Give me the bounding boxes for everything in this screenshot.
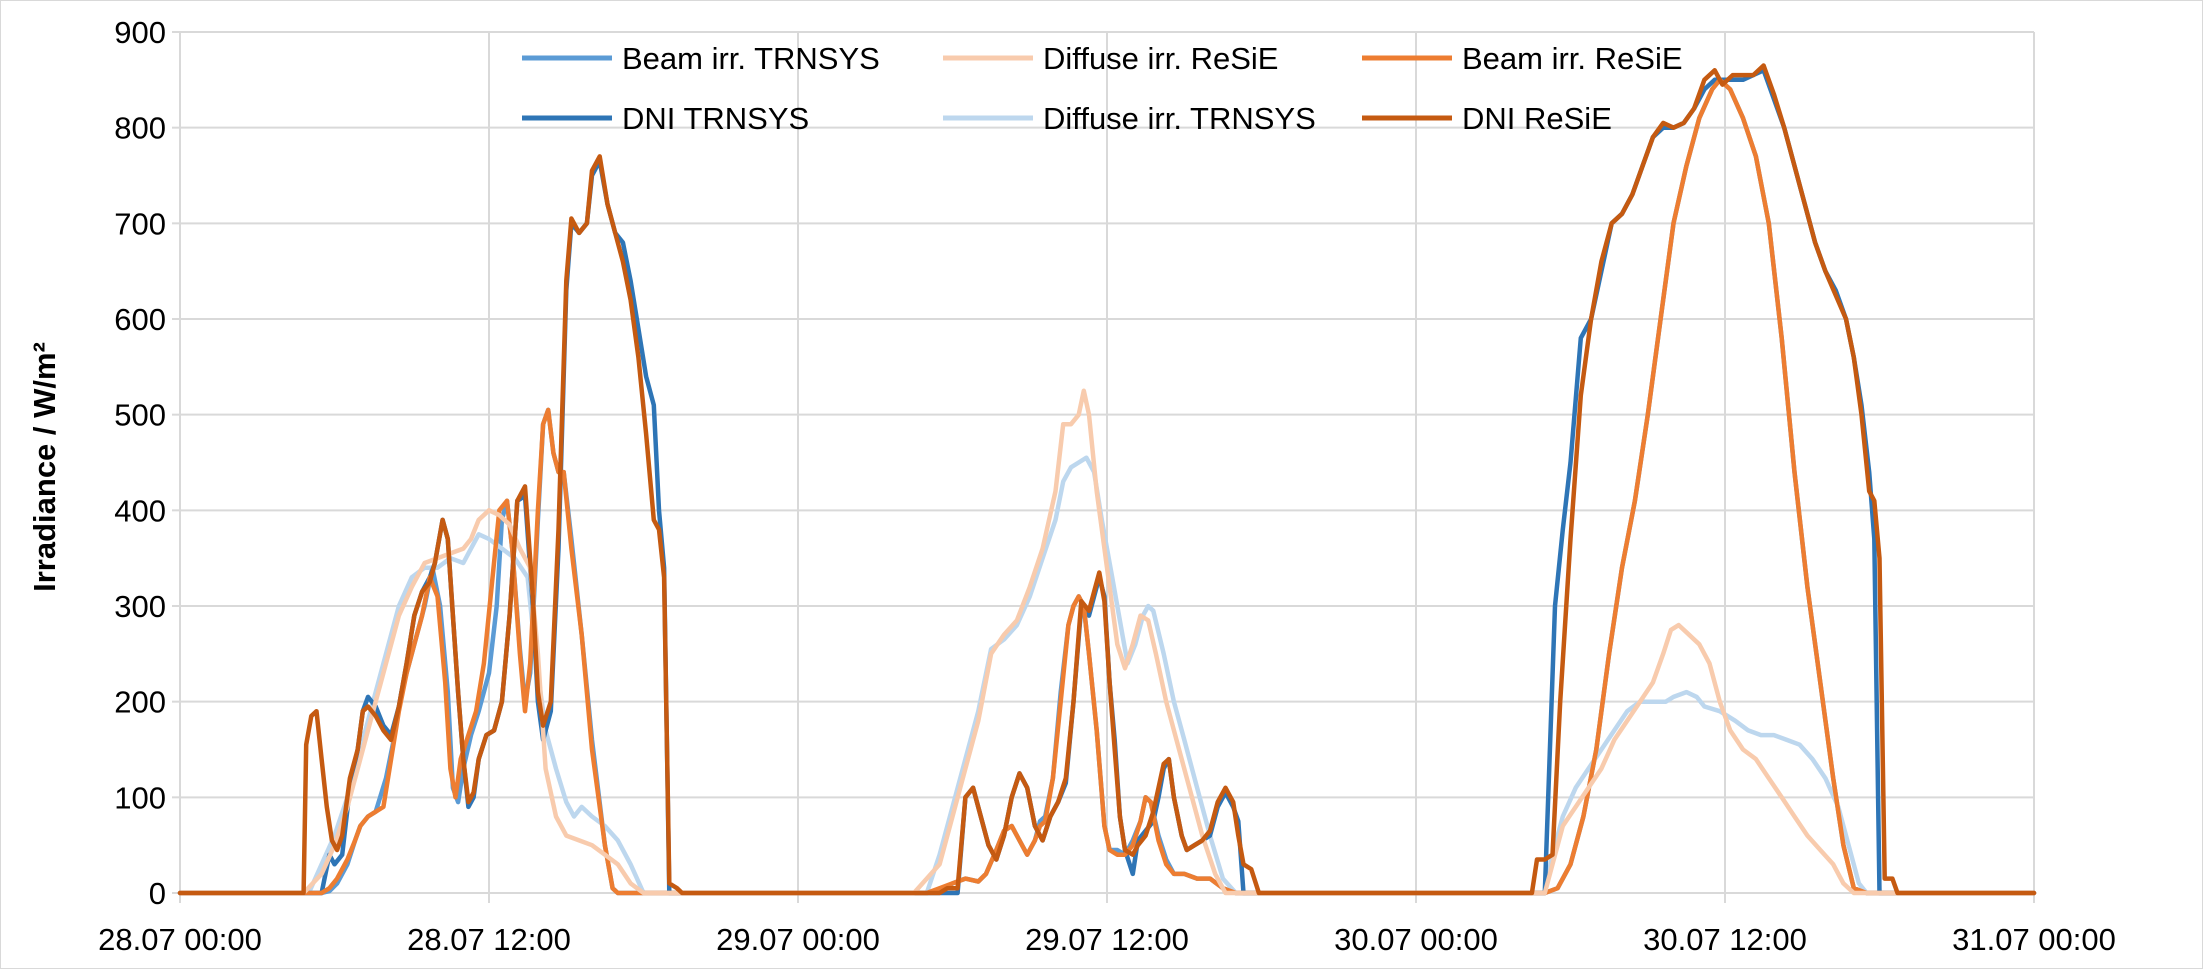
x-tick-label: 28.07 12:00 (407, 922, 571, 957)
x-tick-label: 29.07 12:00 (1025, 922, 1189, 957)
series-line-dni-resie (177, 63, 2037, 896)
legend-label: DNI ReSiE (1462, 101, 1612, 136)
y-axis-title: Irradiance / W/m² (27, 342, 62, 592)
x-tick-label: 29.07 00:00 (716, 922, 880, 957)
legend-label: Beam irr. TRNSYS (622, 41, 880, 76)
y-tick-label: 100 (114, 780, 166, 815)
series-line-diffuse-irr-resie (177, 388, 2037, 896)
y-tick-label: 400 (114, 493, 166, 528)
y-tick-label: 800 (114, 111, 166, 146)
legend-label: DNI TRNSYS (622, 101, 809, 136)
series-line-diffuse-irr-trnsys (177, 455, 2037, 896)
legend: Beam irr. TRNSYS Diffuse irr. TRNSYS DNI T… (522, 41, 1683, 136)
y-tick-label: 700 (114, 206, 166, 241)
y-tick-label: 900 (114, 15, 166, 50)
x-tick-label: 28.07 00:00 (98, 922, 262, 957)
x-tick-label: 31.07 00:00 (1952, 922, 2116, 957)
y-tick-label: 600 (114, 302, 166, 337)
gridlines (172, 31, 2035, 903)
x-tick-labels: 28.07 00:00 28.07 12:00 29.07 00:00 29.07 1… (98, 922, 2116, 957)
y-tick-label: 200 (114, 685, 166, 720)
legend-label: Diffuse irr. TRNSYS (1043, 101, 1316, 136)
x-tick-label: 30.07 12:00 (1643, 922, 1807, 957)
y-tick-label: 300 (114, 589, 166, 624)
legend-label: Beam irr. ReSiE (1462, 41, 1683, 76)
series-line-beam-irr-resie (177, 77, 2037, 896)
y-tick-label: 500 (114, 398, 166, 433)
series-lines (177, 63, 2037, 896)
y-tick-labels: 0 100 200 300 400 500 600 700 800 900 (114, 15, 166, 911)
x-tick-label: 30.07 00:00 (1334, 922, 1498, 957)
legend-label: Diffuse irr. ReSiE (1043, 41, 1278, 76)
y-tick-label: 0 (149, 876, 166, 911)
